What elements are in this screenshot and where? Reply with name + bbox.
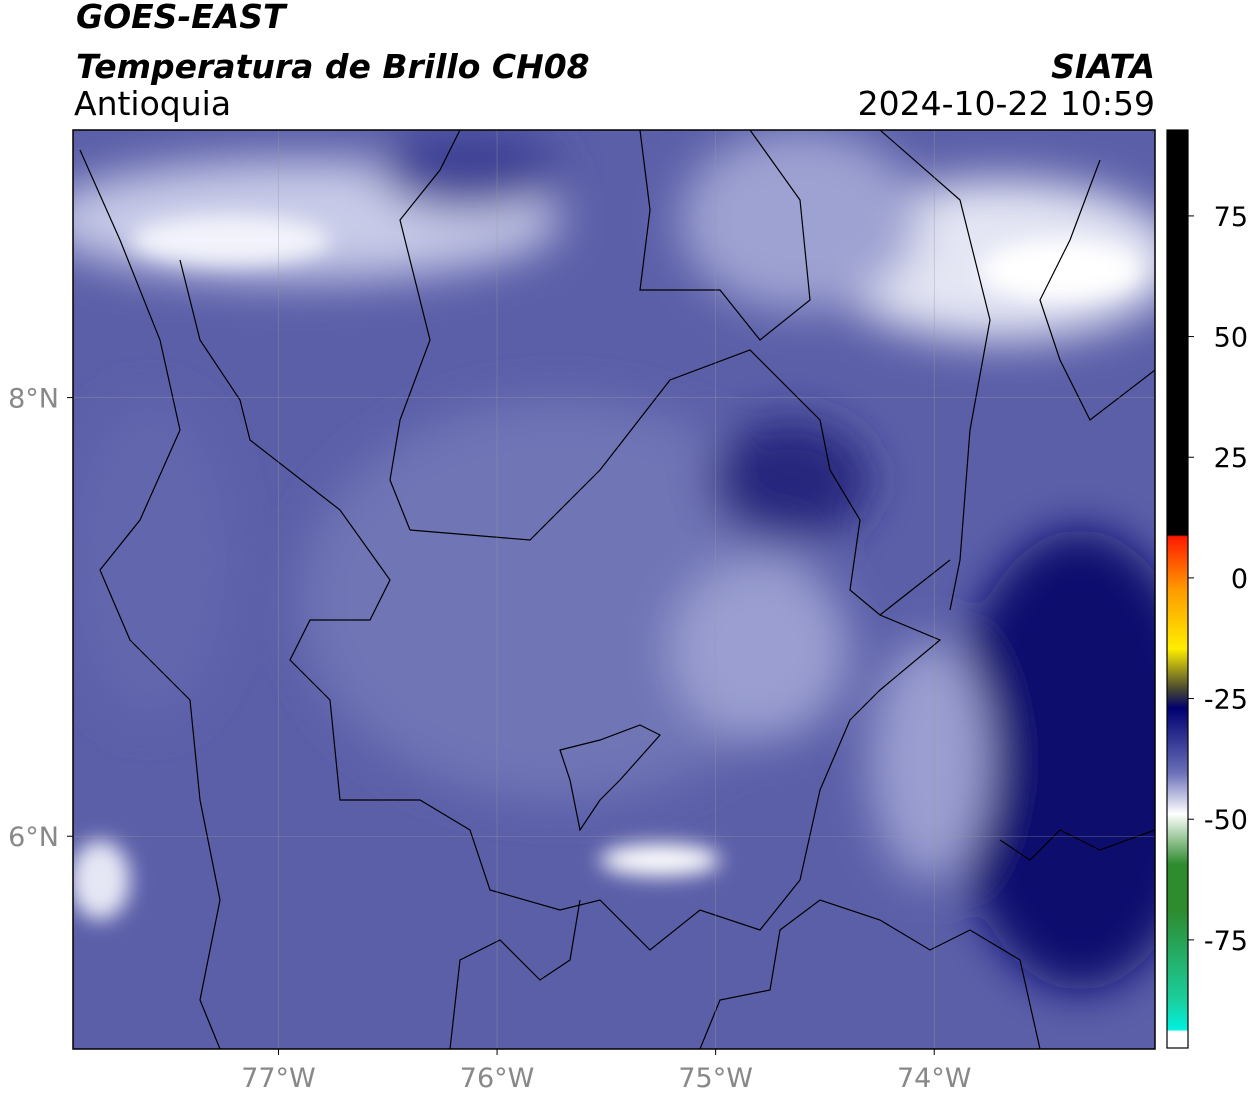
colorbar-tick-label: 0 (1231, 564, 1248, 595)
colorbar (1166, 129, 1189, 1049)
product-title: Temperatura de Brillo CH08 (76, 47, 590, 86)
colorbar-tick-label: -75 (1204, 926, 1248, 957)
map-field (73, 130, 1155, 1049)
satellite-title: GOES-EAST (76, 0, 288, 36)
datetime: 2024-10-22 10:59 (858, 84, 1155, 123)
colorbar-tick-label: -25 (1204, 685, 1248, 716)
x-tick-label: 77°W (241, 1063, 316, 1094)
map-frame (72, 129, 1156, 1050)
source: SIATA (1051, 47, 1155, 86)
x-tick-label: 76°W (460, 1063, 535, 1094)
y-tick-label: 6°N (8, 822, 59, 853)
x-tick-label: 75°W (678, 1063, 753, 1094)
y-tick-label: 8°N (8, 384, 59, 415)
colorbar-tick-label: 75 (1214, 202, 1248, 233)
colorbar-tick-label: 50 (1214, 323, 1248, 354)
colorbar-tick-label: 25 (1214, 443, 1248, 474)
colorbar-tick-label: -50 (1204, 805, 1248, 836)
region: Antioquia (74, 84, 231, 123)
x-tick-label: 74°W (897, 1063, 972, 1094)
